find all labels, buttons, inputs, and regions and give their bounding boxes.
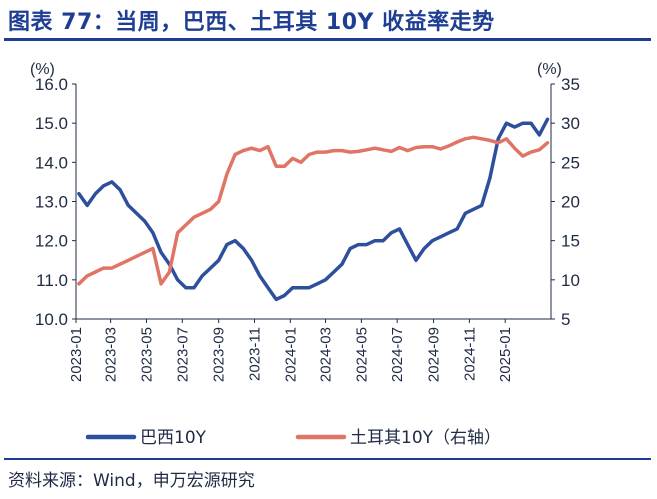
x-tick-label: 2024-09	[426, 327, 443, 382]
left-tick-label: 16.0	[35, 75, 68, 94]
x-tick-label: 2023-03	[103, 327, 120, 382]
x-tick-label: 2024-03	[318, 327, 335, 382]
left-axis-unit: (%)	[30, 61, 55, 78]
left-tick-label: 15.0	[35, 114, 68, 133]
x-tick-label: 2024-11	[461, 327, 478, 381]
x-tick-label: 2023-05	[138, 327, 155, 382]
chart-title: 图表 77：当周，巴西、土耳其 10Y 收益率走势	[8, 10, 495, 35]
x-tick-label: 2024-05	[353, 327, 370, 382]
footer-divider	[4, 458, 651, 460]
source-note: 资料来源：Wind，申万宏源研究	[8, 471, 255, 491]
right-tick-label: 20	[561, 193, 580, 212]
line-chart: (%) (%) 10.011.012.013.014.015.016.05101…	[30, 61, 580, 448]
legend-label: 巴西10Y	[140, 428, 207, 448]
left-tick-label: 12.0	[35, 232, 68, 251]
x-tick-label: 2023-07	[174, 327, 191, 382]
right-tick-label: 25	[561, 153, 580, 172]
axes: 10.0 11.0 12.0 13.0 14.0 15.0 16.0 5 10 15 20 25 30 3…	[35, 75, 580, 382]
left-tick-label: 14.0	[35, 153, 68, 172]
x-tick-label: 2023-01	[68, 327, 85, 382]
title-divider	[4, 38, 651, 41]
right-tick-label: 15	[561, 232, 580, 251]
series-layer	[77, 117, 550, 302]
right-axis-unit: (%)	[537, 61, 562, 78]
x-tick-label: 2023-11	[246, 327, 263, 381]
x-tick-label: 2023-09	[211, 327, 228, 382]
x-tick-label: 2024-07	[389, 327, 406, 382]
legend: 巴西10Y 土耳其10Y（右轴）	[85, 428, 501, 448]
series-line-brazil	[77, 117, 550, 302]
right-tick-label: 10	[561, 271, 580, 290]
left-tick-label: 13.0	[35, 193, 68, 212]
left-tick-label: 10.0	[35, 310, 68, 329]
series-line-turkey	[77, 135, 550, 286]
legend-label: 土耳其10Y（右轴）	[350, 428, 501, 448]
x-tick-label: 2024-01	[282, 327, 299, 382]
right-tick-label: 5	[561, 310, 570, 329]
right-tick-label: 30	[561, 114, 580, 133]
right-tick-label: 35	[561, 75, 580, 94]
left-tick-label: 11.0	[36, 271, 68, 290]
x-tick-label: 2025-01	[497, 327, 514, 382]
